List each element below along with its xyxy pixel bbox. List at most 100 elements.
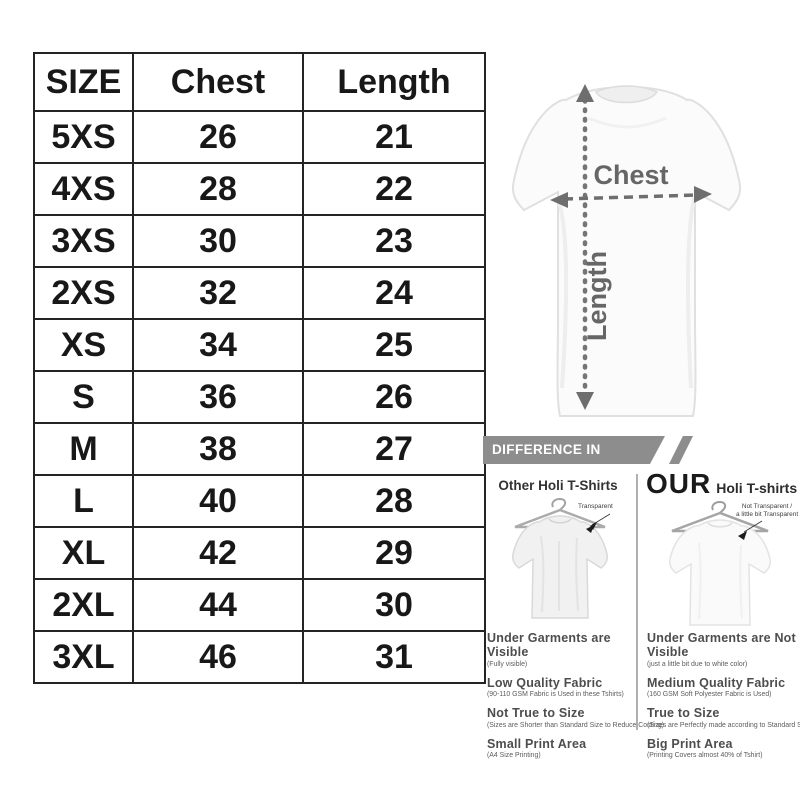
cell-size: L [33,474,134,528]
header-length: Length [302,52,486,112]
cell-size: 5XS [33,110,134,164]
point-title: Medium Quality Fabric [647,675,786,690]
cell-chest: 26 [132,110,304,164]
our-shirt-annotation: Not Transparent / a little bit Transpare… [736,503,798,518]
tshirt-body [511,85,742,417]
arrow-right-icon [694,186,712,203]
other-shirt-collar [548,518,572,524]
fold-shade [698,542,743,620]
cell-length: 31 [302,630,486,684]
cell-length: 23 [302,214,486,268]
cell-length: 29 [302,526,486,580]
cell-chest: 44 [132,578,304,632]
tshirt-measurement-image: Chest Length [488,58,800,436]
arrow-up-icon [576,84,594,102]
our-shirt-annotation-line1: Not Transparent / [741,503,793,510]
cell-size: M [33,422,134,476]
cell-size: 3XS [33,214,134,268]
hanger-icon [551,498,567,511]
cell-length: 21 [302,110,486,164]
banner-slash-decoration [669,436,693,464]
table-row: XL 42 29 [33,526,486,580]
our-shirt-collar [707,522,733,528]
point-detail: (Sizes are Perfectly made according to S… [647,721,800,729]
table-row: L 40 28 [33,474,486,528]
cell-chest: 38 [132,422,304,476]
cell-length: 25 [302,318,486,372]
table-row: S 36 26 [33,370,486,424]
table-row: 5XS 26 21 [33,110,486,164]
point-title: Under Garments are Not Visible [647,631,796,659]
list-item: Big Print Area (Printing Covers almost 4… [647,737,799,760]
list-item: Low Quality Fabric (90-110 GSM Fabric is… [487,676,639,699]
cell-length: 24 [302,266,486,320]
cell-size: 2XS [33,266,134,320]
chest-label: Chest [593,160,668,190]
table-row: 3XS 30 23 [33,214,486,268]
cell-chest: 46 [132,630,304,684]
point-detail: (160 GSM Soft Polyester Fabric is Used) [647,691,772,698]
list-item: Not True to Size (Sizes are Shorter than… [487,706,664,729]
point-title: Big Print Area [647,736,733,751]
table-row: 2XS 32 24 [33,266,486,320]
list-item: Under Garments are Visible (Fully visibl… [487,631,639,668]
header-chest: Chest [132,52,304,112]
cell-size: 4XS [33,162,134,216]
annotation-arrow-icon [738,520,763,540]
cell-chest: 40 [132,474,304,528]
annotation-arrow-icon [586,513,611,533]
cell-length: 30 [302,578,486,632]
chest-measure-line [563,193,699,201]
our-shirt-body [669,519,771,626]
size-chart-table: SIZE Chest Length 5XS 26 21 4XS 28 22 3XS 30 2… [33,52,486,684]
list-item: Small Print Area (A4 Size Printing) [487,737,639,760]
cell-size: 2XL [33,578,134,632]
cell-chest: 32 [132,266,304,320]
point-detail: (Sizes are Shorter than Standard Size to… [487,721,664,729]
cell-length: 28 [302,474,486,528]
cell-size: XS [33,318,134,372]
cell-chest: 36 [132,370,304,424]
other-shirt-annotation: Transparent [578,503,613,510]
cell-chest: 42 [132,526,304,580]
our-shirts-title-rest: Holi T-shirts [716,480,798,496]
fold-shade [587,116,667,129]
point-detail: (A4 Size Printing) [487,752,541,759]
point-title: Low Quality Fabric [487,675,603,690]
list-item: Under Garments are Not Visible (just a l… [647,631,799,668]
cell-chest: 30 [132,214,304,268]
cell-size: S [33,370,134,424]
point-title: Small Print Area [487,736,587,751]
quality-banner: DIFFERENCE IN QUALITY [483,436,665,464]
header-size: SIZE [33,52,134,112]
fold-shade [540,535,579,613]
point-detail: (90-110 GSM Fabric is Used in these Tshi… [487,691,624,698]
table-header-row: SIZE Chest Length [33,52,486,112]
column-divider [636,474,638,730]
arrow-left-icon [550,192,568,208]
table-row: 2XL 44 30 [33,578,486,632]
other-shirts-points: Under Garments are Visible (Fully visibl… [487,631,664,767]
table-row: 3XL 46 31 [33,630,486,684]
length-label: Length [582,251,612,341]
point-detail: (Fully visible) [487,660,528,668]
table-row: M 38 27 [33,422,486,476]
point-detail: (just a little bit due to white color) [647,660,748,668]
point-title: Not True to Size [487,706,585,720]
cell-length: 27 [302,422,486,476]
fold-shade [685,197,696,389]
cell-chest: 34 [132,318,304,372]
tshirt-silhouette: Chest Length [511,84,742,417]
point-title: True to Size [647,706,720,720]
our-shirt-image [652,499,788,640]
fold-shade [556,197,569,389]
list-item: Medium Quality Fabric (160 GSM Soft Poly… [647,676,799,699]
hanger-icon [711,501,727,514]
cell-size: XL [33,526,134,580]
table-row: 4XS 28 22 [33,162,486,216]
other-shirt-image [497,496,623,635]
other-shirts-title: Other Holi T-Shirts [498,478,618,493]
our-shirts-points: Under Garments are Not Visible (just a l… [647,631,800,767]
tshirt-collar [594,85,659,104]
